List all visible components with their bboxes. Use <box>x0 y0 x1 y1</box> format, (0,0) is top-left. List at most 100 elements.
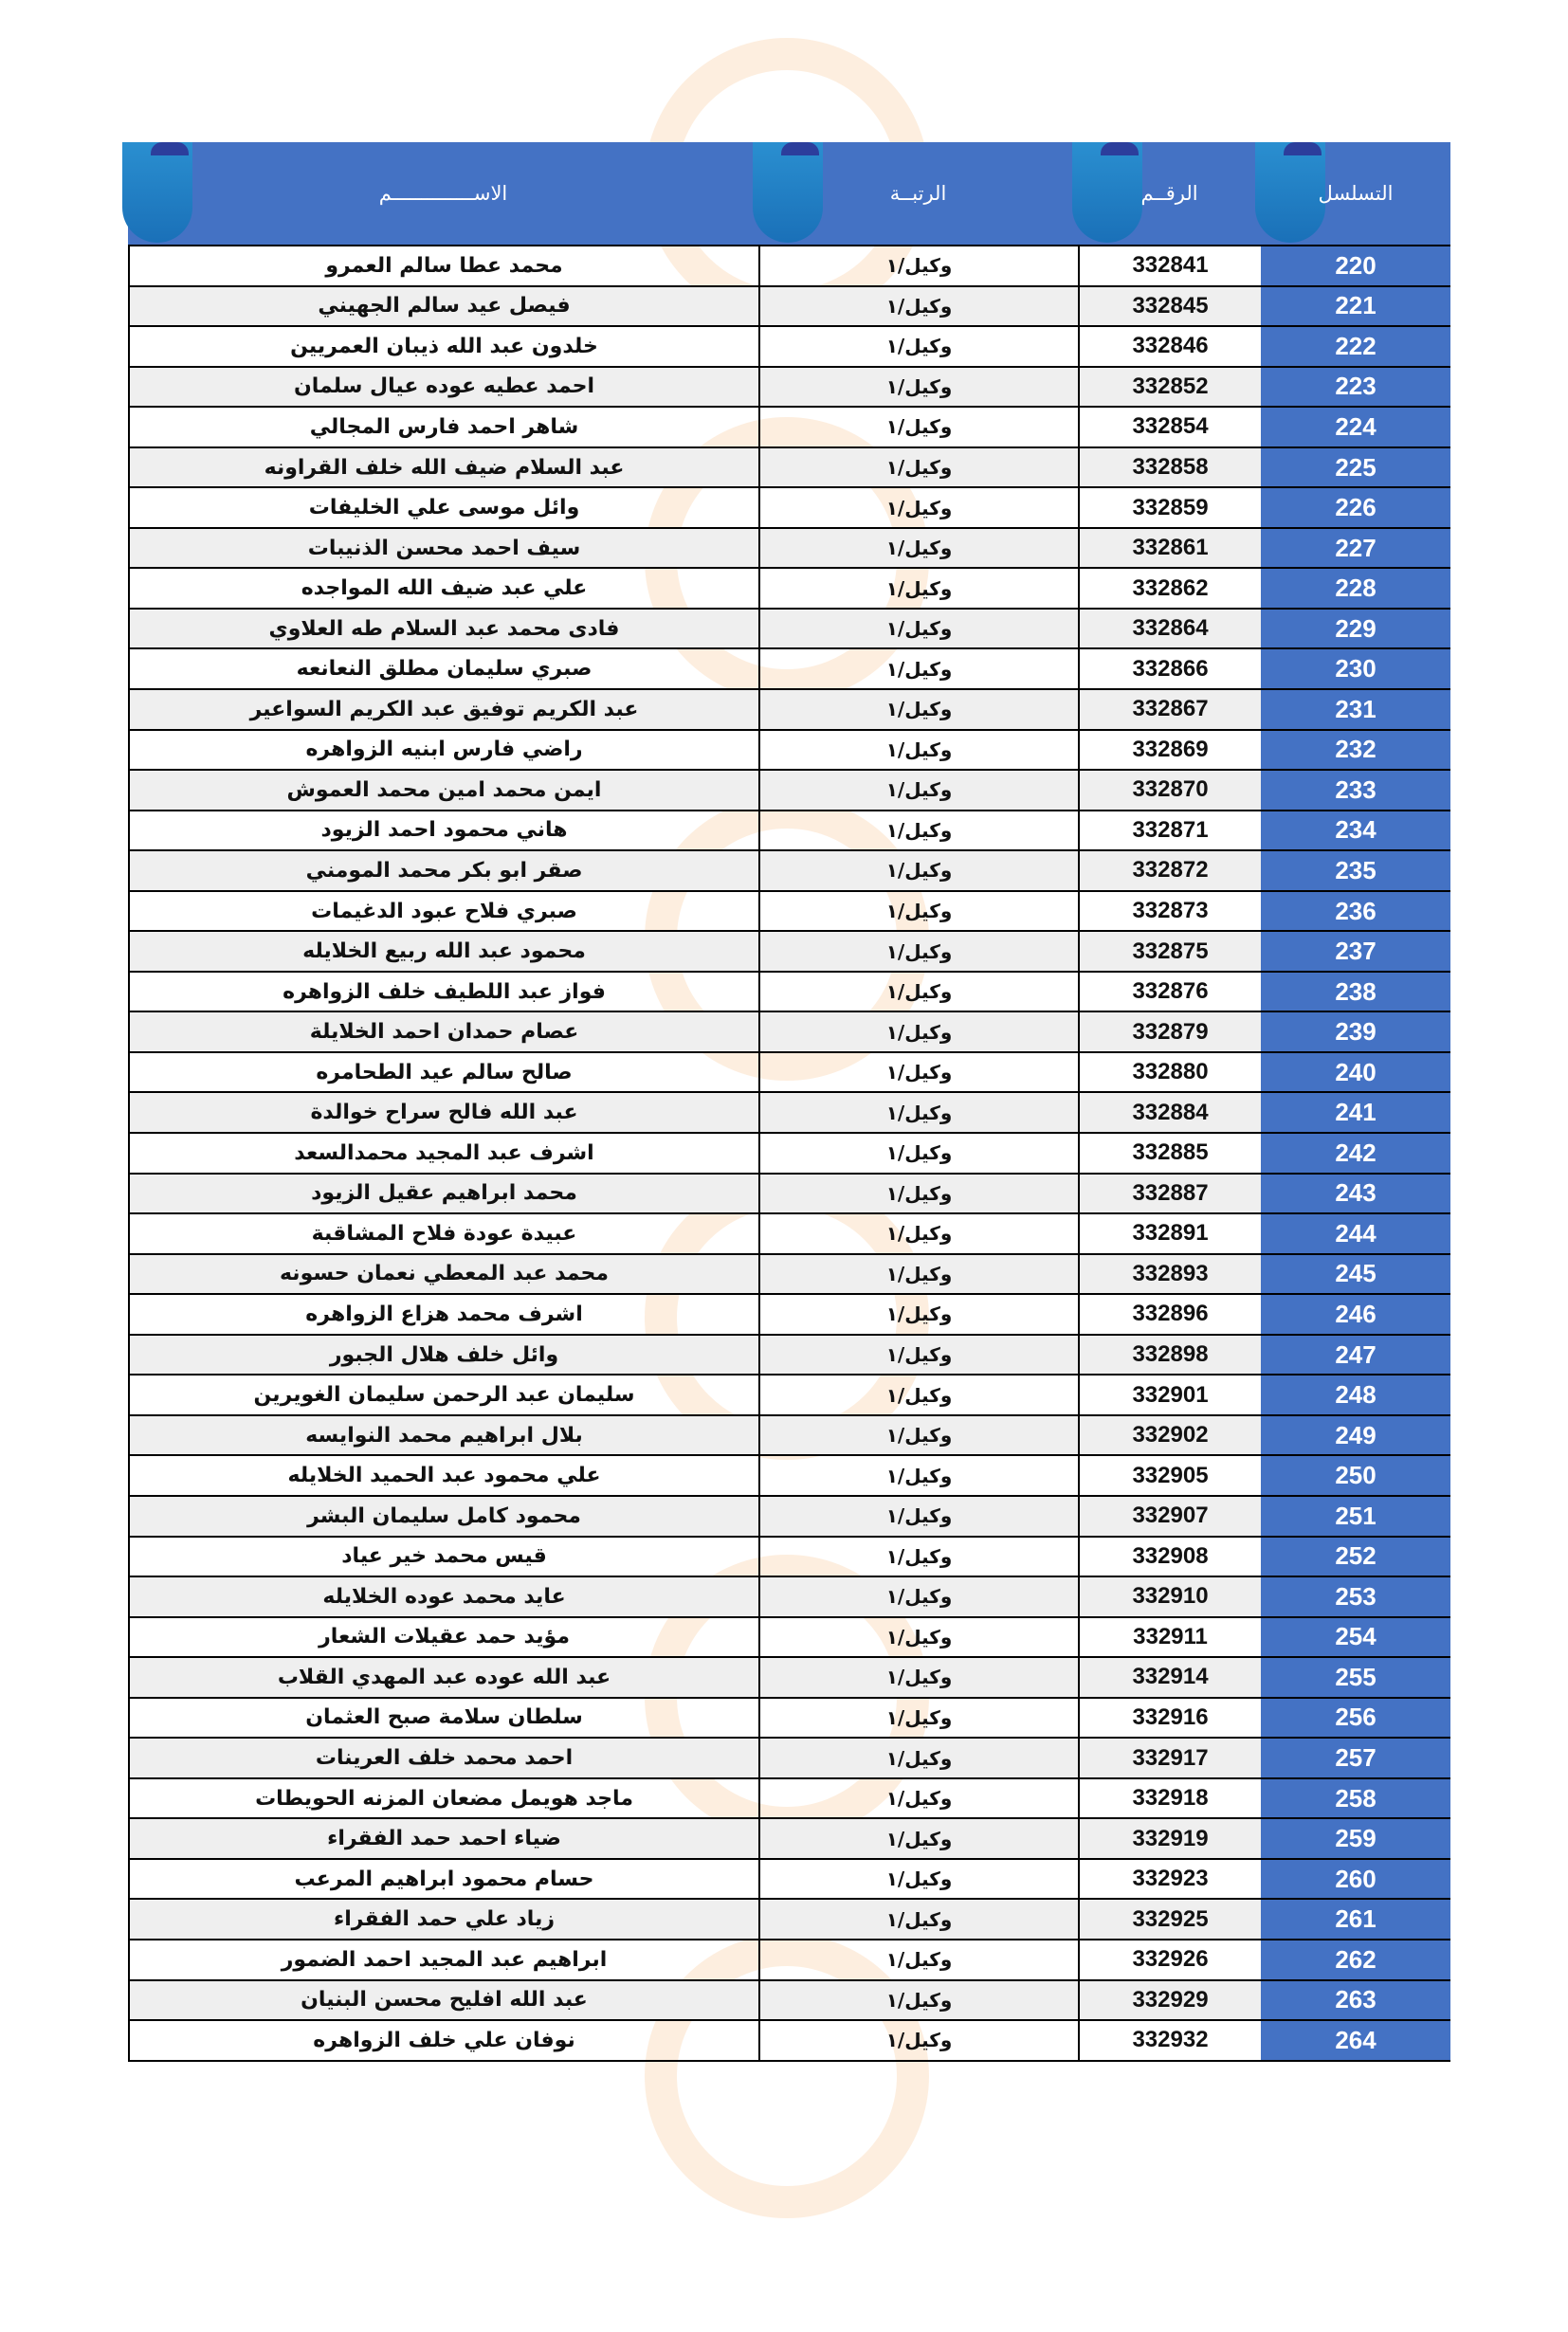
cell-rank: وكيل/١ <box>758 1295 1078 1334</box>
table-row: 234 332871 وكيل/١ هاني محمود احمد الزيود <box>128 811 1450 852</box>
cell-rank: وكيل/١ <box>758 1778 1078 1818</box>
cell-number: 332917 <box>1078 1739 1261 1777</box>
table-row: 252 332908 وكيل/١ قيس محمد خير عياد <box>128 1537 1450 1578</box>
cell-rank: وكيل/١ <box>758 1134 1078 1173</box>
cell-number: 332918 <box>1078 1778 1261 1818</box>
table-row: 223 332852 وكيل/١ احمد عطيه عوده عيال سلمان <box>128 367 1450 409</box>
cell-name: عبد الله عوده عبد المهدي القلاب <box>128 1658 758 1697</box>
cell-serial: 254 <box>1261 1617 1450 1657</box>
cell-rank: وكيل/١ <box>758 1052 1078 1092</box>
cell-number: 332916 <box>1078 1698 1261 1738</box>
cell-serial: 263 <box>1261 1980 1450 2020</box>
table-row: 248 332901 وكيل/١ سليمان عبد الرحمن سليمان … <box>128 1376 1450 1416</box>
cell-serial: 239 <box>1261 1012 1450 1051</box>
cell-serial: 226 <box>1261 488 1450 527</box>
cell-name: عبد الله فالح سراح خوالدة <box>128 1093 758 1133</box>
cell-serial: 237 <box>1261 932 1450 971</box>
cell-name: هاني محمود احمد الزيود <box>128 811 758 850</box>
cell-name: اشرف محمد هزاع الزواهره <box>128 1295 758 1334</box>
table-row: 250 332905 وكيل/١ علي محمود عبد الحميد الخل… <box>128 1456 1450 1497</box>
cell-serial: 231 <box>1261 690 1450 729</box>
header-rank: الرتبــة <box>753 142 1078 245</box>
cell-number: 332902 <box>1078 1415 1261 1455</box>
cell-serial: 221 <box>1261 286 1450 326</box>
cell-name: عصام حمدان احمد الخلايلة <box>128 1012 758 1051</box>
table-row: 226 332859 وكيل/١ وائل موسى علي الخليفات <box>128 488 1450 529</box>
cell-name: سيف احمد محسن الذنيبات <box>128 528 758 568</box>
table-row: 259 332919 وكيل/١ ضياء احمد حمد الفقراء <box>128 1819 1450 1860</box>
cell-number: 332914 <box>1078 1658 1261 1697</box>
cell-number: 332908 <box>1078 1537 1261 1576</box>
table-row: 264 332932 وكيل/١ نوفان علي خلف الزواهره <box>128 2021 1450 2062</box>
cell-rank: وكيل/١ <box>758 1859 1078 1899</box>
cell-number: 332907 <box>1078 1496 1261 1536</box>
cell-serial: 264 <box>1261 2021 1450 2060</box>
cell-name: صبري سليمان مطلق النعانعه <box>128 649 758 689</box>
cell-serial: 229 <box>1261 609 1450 648</box>
table-row: 232 332869 وكيل/١ راضي فارس ابنيه الزواهره <box>128 730 1450 772</box>
cell-name: علي عبد ضيف الله المواجده <box>128 569 758 608</box>
cell-name: احمد محمد خلف العرينات <box>128 1739 758 1777</box>
cell-rank: وكيل/١ <box>758 730 1078 770</box>
cell-rank: وكيل/١ <box>758 649 1078 689</box>
cell-number: 332905 <box>1078 1456 1261 1495</box>
table-row: 235 332872 وكيل/١ صقر ابو بكر محمد المومني <box>128 851 1450 892</box>
cell-name: قيس محمد خير عياد <box>128 1537 758 1576</box>
table-row: 240 332880 وكيل/١ صالح سالم عيد الطحامره <box>128 1052 1450 1094</box>
table-row: 237 332875 وكيل/١ محمود عبد الله ربيع الخلا… <box>128 932 1450 973</box>
table-row: 251 332907 وكيل/١ محمود كامل سليمان البشر <box>128 1496 1450 1538</box>
cell-number: 332929 <box>1078 1980 1261 2020</box>
cell-rank: وكيل/١ <box>758 367 1078 407</box>
cell-number: 332898 <box>1078 1335 1261 1375</box>
cell-number: 332854 <box>1078 408 1261 446</box>
cell-rank: وكيل/١ <box>758 932 1078 971</box>
table-row: 231 332867 وكيل/١ عبد الكريم توفيق عبد الكر… <box>128 690 1450 731</box>
cell-name: احمد عطيه عوده عيال سلمان <box>128 367 758 407</box>
cell-rank: وكيل/١ <box>758 1739 1078 1777</box>
cell-name: راضي فارس ابنيه الزواهره <box>128 730 758 770</box>
cell-number: 332869 <box>1078 730 1261 770</box>
table-row: 245 332893 وكيل/١ محمد عبد المعطي نعمان حسو… <box>128 1254 1450 1296</box>
table-row: 241 332884 وكيل/١ عبد الله فالح سراح خوالدة <box>128 1093 1450 1135</box>
cell-serial: 222 <box>1261 327 1450 366</box>
cell-number: 332926 <box>1078 1940 1261 1979</box>
cell-serial: 261 <box>1261 1900 1450 1939</box>
cell-number: 332852 <box>1078 367 1261 407</box>
table-row: 221 332845 وكيل/١ فيصل عيد سالم الجهيني <box>128 286 1450 328</box>
cell-name: محمد عبد المعطي نعمان حسونه <box>128 1254 758 1294</box>
cell-rank: وكيل/١ <box>758 327 1078 366</box>
cell-number: 332841 <box>1078 246 1261 285</box>
table-row: 257 332917 وكيل/١ احمد محمد خلف العرينات <box>128 1739 1450 1779</box>
cell-number: 332873 <box>1078 891 1261 931</box>
cell-number: 332876 <box>1078 972 1261 1011</box>
cell-serial: 257 <box>1261 1739 1450 1777</box>
cell-number: 332925 <box>1078 1900 1261 1939</box>
cell-name: عبد السلام ضيف الله خلف القراونه <box>128 447 758 487</box>
cell-name: سلطان سلامة صبح العثمان <box>128 1698 758 1738</box>
table-row: 263 332929 وكيل/١ عبد الله افليح محسن البني… <box>128 1980 1450 2022</box>
cell-name: وائل خلف هلال الجبور <box>128 1335 758 1375</box>
cell-rank: وكيل/١ <box>758 1698 1078 1738</box>
cell-name: ابراهيم عبد المجيد احمد الضمور <box>128 1940 758 1979</box>
table-row: 227 332861 وكيل/١ سيف احمد محسن الذنيبات <box>128 528 1450 570</box>
cell-rank: وكيل/١ <box>758 1617 1078 1657</box>
cell-name: نوفان علي خلف الزواهره <box>128 2021 758 2060</box>
cell-rank: وكيل/١ <box>758 771 1078 810</box>
table-row: 222 332846 وكيل/١ خلدون عبد الله ذيبان العم… <box>128 327 1450 368</box>
table-row: 258 332918 وكيل/١ ماجد هويمل مضعان المزنه ا… <box>128 1778 1450 1820</box>
cell-number: 332932 <box>1078 2021 1261 2060</box>
cell-rank: وكيل/١ <box>758 1214 1078 1253</box>
cell-serial: 259 <box>1261 1819 1450 1858</box>
table-row: 261 332925 وكيل/١ زياد علي حمد الفقراء <box>128 1900 1450 1940</box>
cell-number: 332880 <box>1078 1052 1261 1092</box>
cell-rank: وكيل/١ <box>758 1093 1078 1133</box>
cell-number: 332891 <box>1078 1214 1261 1253</box>
table-row: 256 332916 وكيل/١ سلطان سلامة صبح العثمان <box>128 1698 1450 1740</box>
cell-serial: 238 <box>1261 972 1450 1011</box>
table-row: 236 332873 وكيل/١ صبري فلاح عبود الدغيمات <box>128 891 1450 933</box>
cell-name: ماجد هويمل مضعان المزنه الحويطات <box>128 1778 758 1818</box>
cell-serial: 230 <box>1261 649 1450 689</box>
table-row: 230 332866 وكيل/١ صبري سليمان مطلق النعانعه <box>128 649 1450 691</box>
cell-number: 332859 <box>1078 488 1261 527</box>
cell-name: مؤيد حمد عقيلات الشعار <box>128 1617 758 1657</box>
